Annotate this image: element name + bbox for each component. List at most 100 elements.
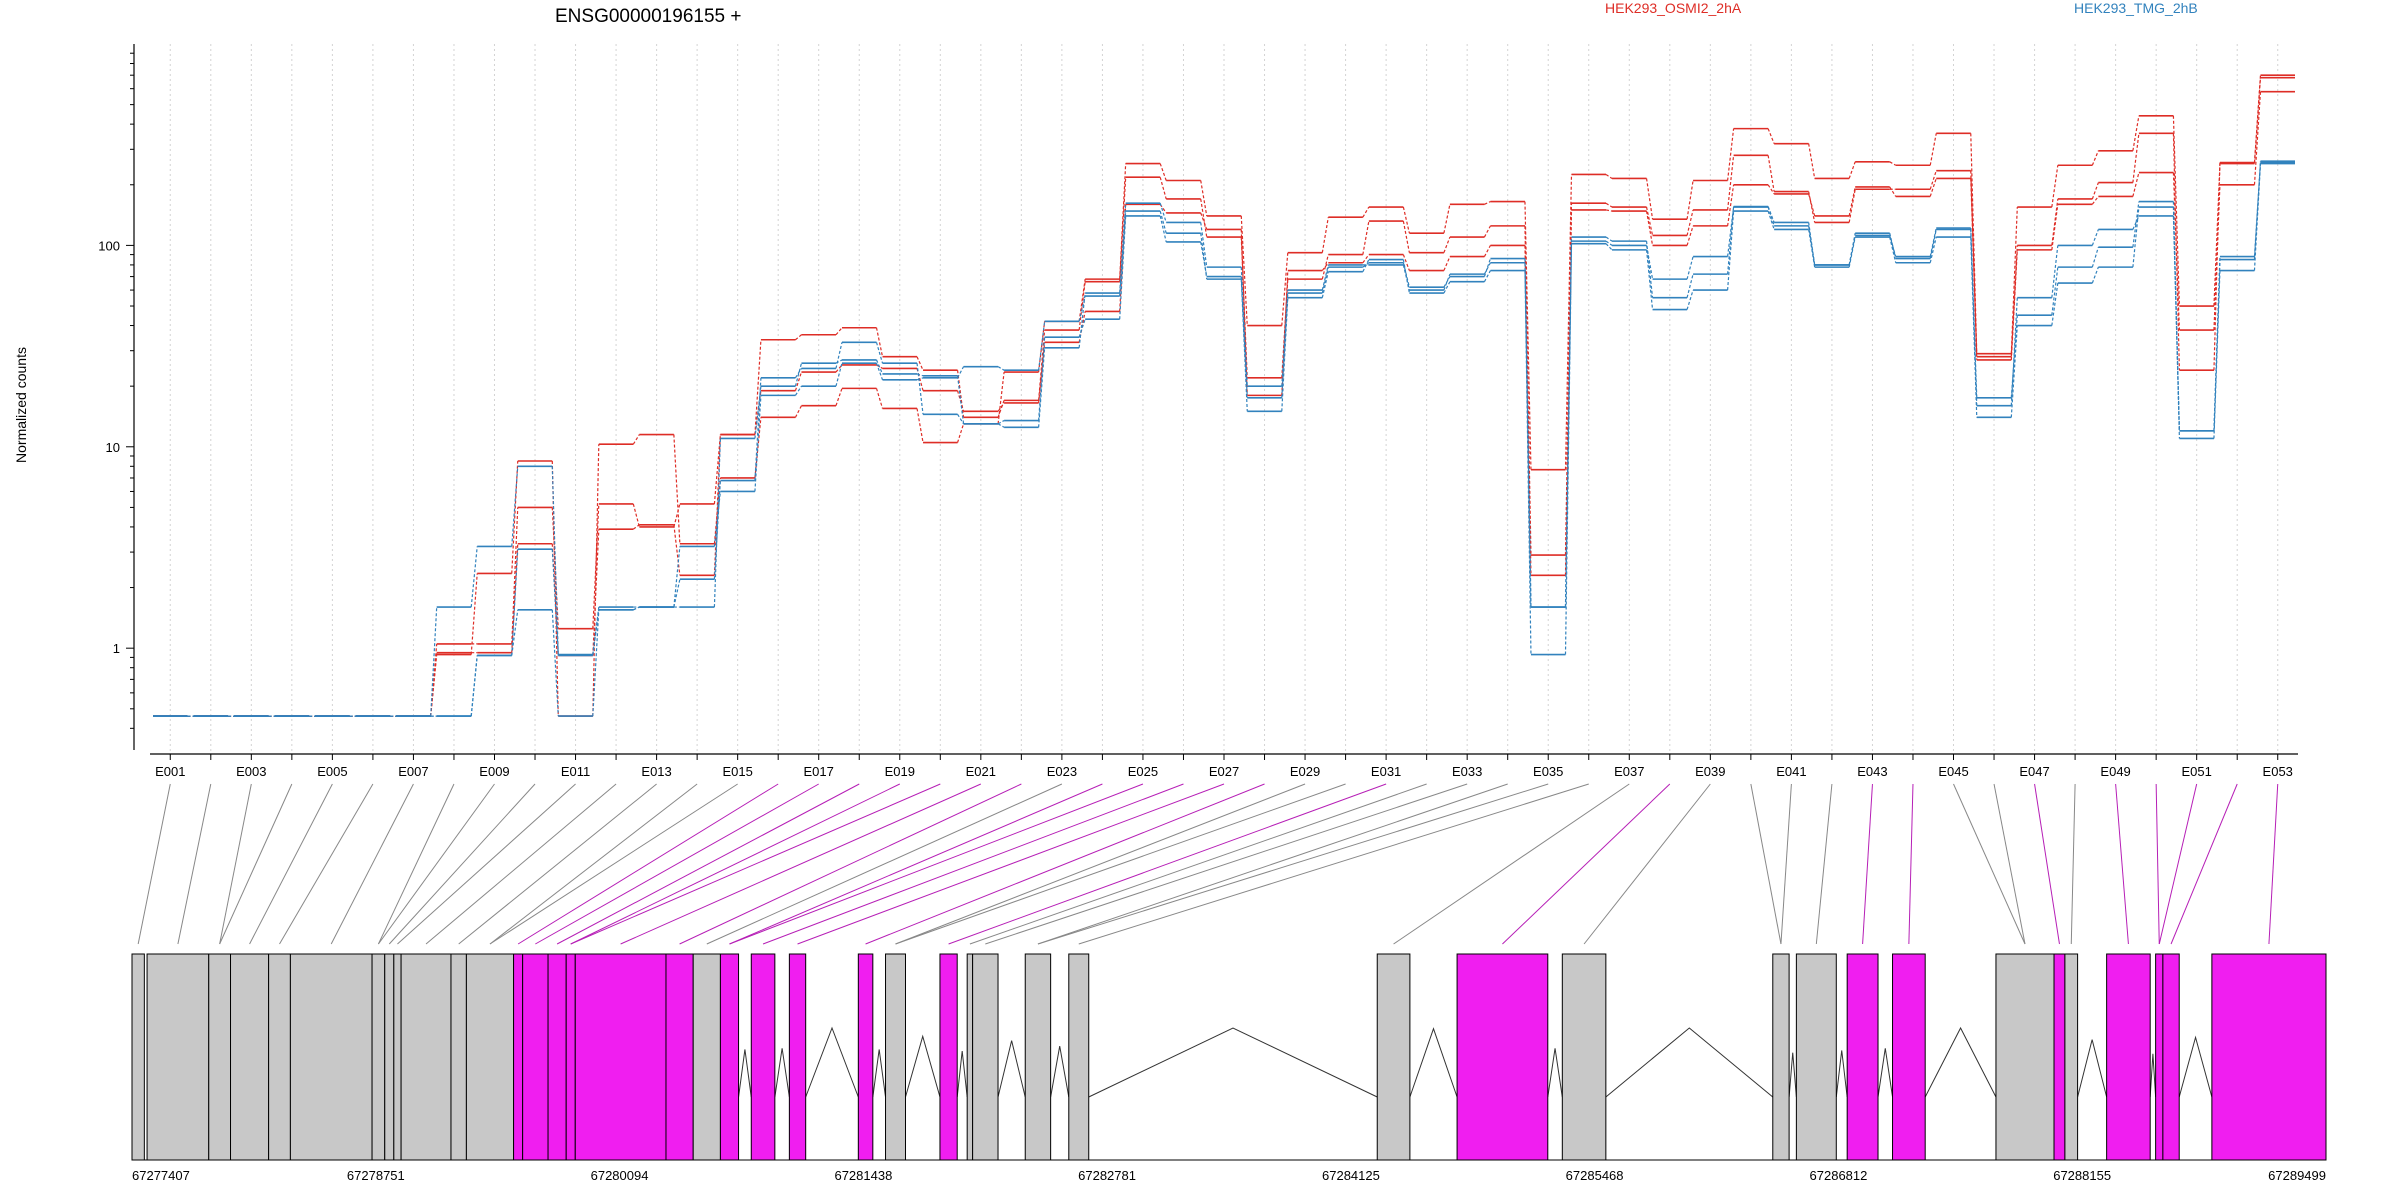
data-connector (1200, 198, 1208, 238)
data-connector (1038, 321, 1046, 371)
data-connector (835, 327, 843, 336)
y-axis-label: Normalized counts (13, 347, 29, 463)
x-tick-label: E019 (885, 764, 915, 779)
data-connector (551, 609, 559, 717)
data-connector (1727, 206, 1735, 275)
data-connector (713, 491, 721, 547)
data-connector (2091, 229, 2099, 246)
data-connector (1443, 273, 1451, 291)
exon-connector (458, 783, 657, 945)
data-connector (673, 434, 681, 544)
data-connector (1605, 240, 1613, 246)
exon-block (289, 953, 373, 1161)
data-connector (1767, 128, 1775, 144)
exon-connector (729, 783, 1103, 945)
data-connector (2132, 207, 2140, 268)
data-connector (1281, 297, 1289, 412)
exon-block (513, 953, 524, 1161)
intron-line (1924, 1026, 1997, 1098)
intron-line (1788, 1052, 1797, 1098)
data-connector (795, 334, 802, 341)
data-connector (1484, 201, 1491, 205)
data-connector (1483, 262, 1491, 275)
data-connector (511, 466, 519, 547)
data-connector (1727, 128, 1735, 181)
exon-connector (489, 783, 738, 945)
x-tick-label: E029 (1290, 764, 1320, 779)
data-connector (673, 546, 681, 608)
data-connector (1808, 143, 1816, 179)
data-connector (2132, 172, 2140, 197)
data-connector (1564, 243, 1573, 655)
data-connector (511, 460, 519, 574)
data-connector (1848, 235, 1856, 266)
data-connector (592, 609, 600, 717)
data-connector (916, 363, 924, 415)
exon-block (750, 953, 776, 1161)
exon-block (939, 953, 958, 1161)
data-connector (1808, 225, 1816, 266)
exon-block (972, 953, 999, 1161)
data-connector (1159, 177, 1167, 200)
x-tick-label: E017 (804, 764, 834, 779)
data-connector (1200, 180, 1208, 217)
exon-connector (279, 783, 374, 945)
x-tick-label: E005 (317, 764, 347, 779)
exon-connector (517, 783, 779, 945)
exon-connector (570, 783, 941, 945)
exon-block (522, 953, 549, 1161)
data-connector (916, 377, 924, 381)
data-connector (1078, 292, 1086, 348)
data-connector (2091, 182, 2099, 200)
data-connector (632, 434, 640, 445)
data-connector (713, 434, 721, 576)
data-connector (835, 388, 843, 406)
data-connector (2253, 91, 2262, 185)
exon-block (1846, 953, 1879, 1161)
genomic-tick-label: 67281438 (834, 1168, 892, 1183)
data-connector (470, 655, 478, 717)
x-tick-label: E039 (1695, 764, 1725, 779)
exon-connector (1993, 783, 2026, 945)
data-connector (592, 529, 600, 656)
data-connector (1483, 225, 1491, 238)
data-connector (2172, 215, 2181, 431)
data-connector (1281, 279, 1289, 378)
data-connector (2091, 266, 2099, 284)
data-connector (1686, 256, 1694, 280)
data-connector (673, 503, 681, 528)
genomic-tick-label: 67277407 (132, 1168, 190, 1183)
exon-block (2106, 953, 2151, 1161)
exon-block (2162, 953, 2180, 1161)
x-tick-label: E035 (1533, 764, 1563, 779)
genomic-tick-label: 67288155 (2053, 1168, 2111, 1183)
intron-line (2149, 1053, 2157, 1098)
data-connector (1281, 252, 1289, 326)
data-connector (794, 405, 802, 418)
exon-connector (1862, 783, 1873, 945)
exon-connector (249, 783, 333, 945)
x-tick-label: E021 (966, 764, 996, 779)
data-connector (1443, 256, 1451, 271)
data-connector (2051, 198, 2059, 246)
exon-connector (797, 783, 1225, 945)
exon-block (547, 953, 567, 1161)
data-connector (997, 400, 1005, 418)
exon-connector (865, 783, 1265, 945)
data-connector (1362, 221, 1370, 255)
legend-entry-osmi: HEK293_OSMI2_2hA (1605, 0, 1742, 16)
data-connector (1645, 249, 1654, 310)
intron-line (997, 1040, 1026, 1098)
data-connector (835, 342, 843, 369)
data-connector (1362, 206, 1370, 218)
exon-block (1456, 953, 1549, 1161)
x-tick-label: E013 (641, 764, 671, 779)
data-connector (1808, 191, 1816, 223)
exon-block (1068, 953, 1090, 1161)
data-connector (2253, 161, 2262, 257)
data-connector (1686, 180, 1694, 220)
x-tick-label: E015 (722, 764, 752, 779)
exon-block (574, 953, 667, 1161)
data-connector (1564, 241, 1573, 608)
exon-block (966, 953, 974, 1161)
